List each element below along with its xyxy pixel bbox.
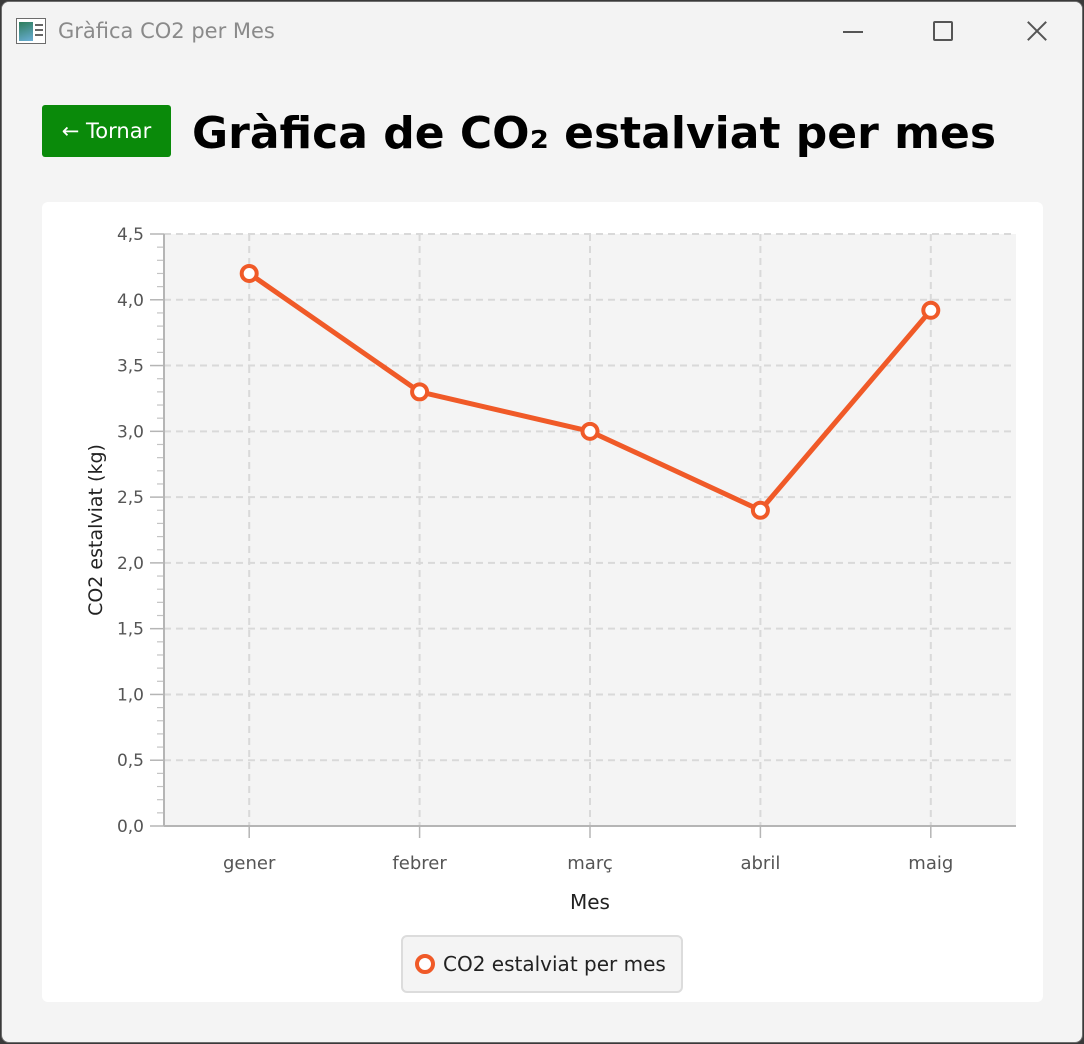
data-point: [239, 263, 259, 283]
grid-lines: [164, 233, 1016, 826]
close-icon[interactable]: [1012, 10, 1058, 52]
y-tick-label: 0,5: [117, 751, 144, 771]
y-tick-label: 2,5: [117, 488, 144, 508]
window-title: Gràfica CO2 per Mes: [58, 19, 275, 43]
x-tick-label: març: [567, 853, 612, 874]
x-tick-label: febrer: [392, 853, 447, 874]
x-tick-label: maig: [908, 853, 953, 874]
y-tick-label: 1,5: [117, 620, 144, 640]
legend-marker-icon: [415, 954, 435, 974]
chart-app-icon: [16, 18, 46, 44]
y-tick-label: 3,0: [117, 422, 144, 442]
axes: 0,0 0,5 1,0 1,5 2,0 2,5 3,0 3,5 4,0 4,5 gener febre…: [117, 225, 1016, 874]
y-tick-label: 0,0: [117, 817, 144, 837]
data-point: [921, 300, 941, 320]
chart-panel: 0,0 0,5 1,0 1,5 2,0 2,5 3,0 3,5 4,0 4,5 gener febre…: [42, 202, 1043, 1002]
x-tick-label: gener: [223, 853, 276, 874]
chart-legend: CO2 estalviat per mes: [401, 935, 683, 993]
x-axis-label: Mes: [570, 890, 610, 914]
y-axis-label: CO2 estalviat (kg): [85, 444, 107, 616]
title-bar: Gràfica CO2 per Mes: [2, 2, 1082, 60]
y-tick-label: 2,0: [117, 554, 144, 574]
back-button[interactable]: ← Tornar: [42, 105, 171, 157]
y-tick-label: 4,0: [117, 291, 144, 311]
legend-label: CO2 estalviat per mes: [443, 952, 666, 976]
y-tick-label: 1,0: [117, 685, 144, 705]
back-button-label: ← Tornar: [61, 119, 152, 143]
data-point: [580, 421, 600, 441]
line-chart: 0,0 0,5 1,0 1,5 2,0 2,5 3,0 3,5 4,0 4,5 gener febre…: [85, 225, 1016, 914]
minimize-icon[interactable]: [829, 10, 875, 52]
y-tick-label: 4,5: [117, 225, 144, 245]
maximize-icon[interactable]: [919, 10, 965, 52]
x-tick-label: abril: [740, 853, 780, 874]
y-tick-label: 3,5: [117, 357, 144, 377]
series-co2: [239, 263, 941, 520]
data-point: [750, 500, 770, 520]
page-title: Gràfica de CO₂ estalviat per mes: [192, 108, 997, 159]
data-point: [410, 382, 430, 402]
